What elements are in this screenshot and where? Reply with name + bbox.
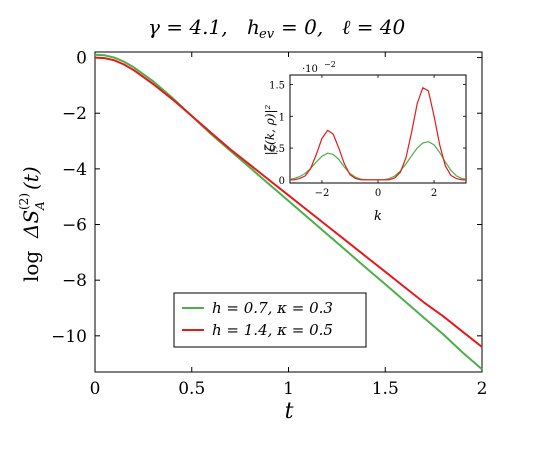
main-x-tick-label: 0.5	[178, 379, 205, 399]
main-y-tick-label: −8	[62, 271, 87, 291]
inset-x-ticks: −2 0 2	[315, 75, 437, 199]
inset-series-group	[289, 87, 467, 181]
main-y-tick-label: −10	[51, 327, 87, 347]
main-x-tick-label: 1.5	[372, 379, 399, 399]
inset-y-axis-label: |ζ̃(k, ρ)|²	[263, 104, 277, 155]
main-x-tick-label: 2	[477, 379, 488, 399]
x-axis-label: t	[285, 399, 294, 424]
title-ell: ℓ = 40	[342, 15, 406, 39]
main-series-group	[94, 53, 483, 370]
inset-y-tick-label: 1	[279, 112, 285, 123]
y-axis-label: log ΔS (2) A (t)	[17, 166, 47, 282]
inset-y-ticks: 0 0.5 1 1.5	[269, 81, 466, 187]
main-y-ticks: 0 −2 −4 −6 −8 −10	[51, 49, 482, 347]
inset-y-tick-label: 1.5	[269, 81, 285, 92]
inset-plot: ·10 −2 −2 0 2 0 0.5 1 1.5 k |ζ̃(k, ρ)|²	[263, 60, 467, 224]
main-series-line-2	[94, 56, 483, 348]
legend: h = 0.7, κ = 0.3 h = 1.4, κ = 0.5	[173, 292, 367, 348]
y-axis-label-sup: (2)	[17, 193, 31, 210]
inset-frame	[289, 74, 467, 184]
inset-y-tick-label: 0.5	[269, 144, 285, 155]
y-axis-label-arg: (t)	[19, 166, 43, 190]
main-y-tick-label: −2	[62, 104, 87, 124]
main-y-tick-label: 0	[76, 49, 87, 69]
chart-title: γ = 4.1, h ev = 0, ℓ = 40	[148, 15, 406, 42]
inset-y-tick-label: 0	[279, 176, 285, 187]
inset-x-tick-label: 0	[375, 188, 381, 199]
inset-series-line-2	[290, 87, 466, 181]
y-axis-label-log: log	[19, 251, 43, 282]
inset-x-tick-label: −2	[315, 188, 330, 199]
inset-x-axis-label: k	[374, 209, 382, 224]
legend-box	[173, 292, 367, 348]
inset-x-tick-label: 2	[431, 188, 437, 199]
inset-multiplier-exp: −2	[324, 60, 336, 69]
title-hev: = 0,	[281, 15, 323, 39]
title-gamma: γ = 4.1,	[148, 15, 228, 39]
main-x-tick-label: 1	[283, 379, 294, 399]
title-hev-sub: ev	[259, 27, 275, 42]
legend-label-series-1: h = 0.7, κ = 0.3	[212, 299, 333, 317]
title-hev-symbol: h	[247, 15, 260, 39]
legend-label-series-2: h = 1.4, κ = 0.5	[212, 321, 333, 339]
y-axis-label-sub: A	[33, 201, 47, 211]
main-y-tick-label: −6	[62, 216, 87, 236]
main-x-tick-label: 0	[90, 379, 101, 399]
main-y-tick-label: −4	[62, 160, 87, 180]
main-series-line-1	[94, 53, 483, 370]
y-axis-label-delta: ΔS	[19, 210, 43, 239]
main-x-ticks: 0 0.5 1 1.5 2	[90, 52, 488, 399]
inset-multiplier: ·10	[302, 64, 318, 75]
